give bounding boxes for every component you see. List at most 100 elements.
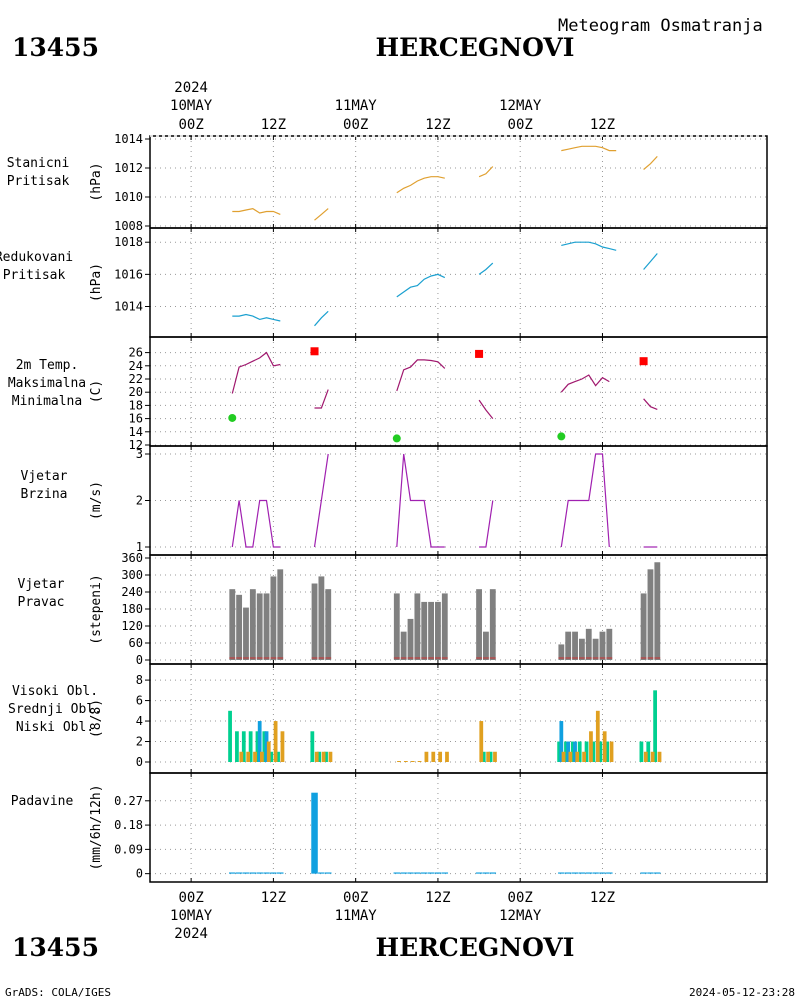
data-bar xyxy=(654,562,661,660)
cloud-bar xyxy=(557,741,562,762)
cloud-bar xyxy=(598,741,603,762)
cloud-bar xyxy=(591,741,596,762)
cloud-bar xyxy=(321,751,326,762)
cloud-bar xyxy=(314,751,319,762)
panel-frame xyxy=(149,554,768,665)
bottom-hour-label: 12Z xyxy=(425,890,450,906)
cloud-bar xyxy=(257,721,262,762)
cloud-bar xyxy=(589,731,593,762)
panel-frame xyxy=(149,445,768,556)
cloud-bar xyxy=(602,731,607,762)
y-axis-label: (stepeni) xyxy=(89,574,104,644)
y-axis-label: (8/8) xyxy=(89,699,104,738)
y-tick-label: 3 xyxy=(136,447,143,461)
cloud-bar xyxy=(253,751,257,762)
cloud-bar xyxy=(269,751,274,762)
footer-station-id: 13455 xyxy=(12,933,99,962)
data-bar xyxy=(483,631,489,660)
y-tick-label: 1016 xyxy=(114,267,143,281)
y-axis-label: (hPa) xyxy=(89,162,104,201)
y-tick-label: 1014 xyxy=(114,132,143,146)
panel-wind_speed: 1 2 3 (m/s) Vjetar Brzina xyxy=(21,445,768,556)
y-tick-label: 6 xyxy=(136,694,143,708)
y-tick-label: 180 xyxy=(121,602,143,616)
cloud-bar xyxy=(266,741,271,762)
panel-frame xyxy=(149,135,768,229)
cloud-bar xyxy=(488,751,493,762)
data-bar xyxy=(578,638,585,660)
series-line-segment xyxy=(478,262,494,275)
panel-label-line: Visoki Obl. xyxy=(12,684,98,699)
cloud-bar xyxy=(403,761,408,762)
data-bar xyxy=(606,872,613,874)
panel-label-line: Pritisak xyxy=(7,174,70,189)
panel-label-line: Pritisak xyxy=(3,268,66,283)
cloud-bar xyxy=(248,731,253,762)
cloud-bar xyxy=(438,751,443,762)
panel-frame xyxy=(149,227,768,338)
series-line-segment xyxy=(231,499,281,548)
cloud-bar xyxy=(584,741,589,762)
data-bar xyxy=(414,593,421,660)
data-bar xyxy=(235,872,243,874)
y-tick-label: 60 xyxy=(129,636,143,650)
min-temp-marker xyxy=(557,432,566,441)
data-bar xyxy=(393,872,401,874)
data-bar xyxy=(585,872,593,874)
series-line-segment xyxy=(396,359,446,392)
series-line-segment xyxy=(643,253,658,270)
top-hour-label: 00Z xyxy=(178,117,203,133)
y-axis-label: (C) xyxy=(89,380,104,403)
data-bar xyxy=(441,593,448,660)
meteogram-label: Meteogram Osmatranja xyxy=(558,16,763,36)
panel-label-line: Padavine xyxy=(11,794,74,809)
y-tick-label: 240 xyxy=(121,585,143,599)
data-bar xyxy=(599,872,606,874)
data-bar xyxy=(647,872,654,874)
panel-wind_direction: 0 60 120 180 240 300 360 (stepeni) Vjetar Pravac xyxy=(18,551,768,667)
data-bar xyxy=(236,594,243,660)
data-bar xyxy=(270,872,277,874)
y-tick-label: 120 xyxy=(121,619,143,633)
series-line-segment xyxy=(396,176,445,194)
series-line-segment xyxy=(643,398,658,410)
series-line-segment xyxy=(560,374,610,393)
y-tick-label: 24 xyxy=(129,359,143,373)
data-bar xyxy=(256,593,263,660)
cloud-bar xyxy=(650,751,655,762)
data-bar xyxy=(489,589,496,660)
series-line-segment xyxy=(232,313,281,322)
cloud-bar xyxy=(493,751,497,762)
panel-label-line: 2m Temp. xyxy=(16,358,79,373)
cloud-bar xyxy=(241,731,246,762)
panel-label-line: Srednji Obl. xyxy=(8,702,102,717)
y-tick-label: 12 xyxy=(129,438,143,452)
cloud-bar xyxy=(255,731,260,762)
cloud-bar xyxy=(431,751,436,762)
series-line-segment xyxy=(560,453,610,548)
panel-label-line: Vjetar xyxy=(21,469,68,484)
y-tick-label: 18 xyxy=(129,398,143,412)
cloud-bar xyxy=(575,751,580,762)
cloud-bar xyxy=(417,761,422,762)
min-temp-marker xyxy=(228,413,237,422)
cloud-bar xyxy=(486,751,491,762)
header-station-name: HERCEGNOVI xyxy=(375,33,574,62)
bottom-time-axis: 00Z 12Z 00Z 12Z 00Z 12Z 10MAY 2024 11MAY 12MAY xyxy=(170,890,615,942)
cloud-bar xyxy=(310,731,315,762)
cloud-bar xyxy=(324,751,328,762)
data-bar xyxy=(565,631,572,660)
data-bar xyxy=(572,631,578,660)
data-bar xyxy=(654,872,661,874)
panel-station_pressure: 1008 1010 1012 1014 (hPa) Stanicni Pritisak xyxy=(7,132,768,233)
bottom-date-label: 11MAY xyxy=(335,908,378,924)
series-line-segment xyxy=(396,273,446,298)
cloud-bar xyxy=(559,721,564,762)
cloud-bar xyxy=(260,751,264,762)
cloud-bar xyxy=(246,751,251,762)
panel-reduced_pressure: 1014 1016 1018 (hPa) Redukovani Pritisak xyxy=(0,227,768,338)
y-tick-label: 22 xyxy=(129,372,143,386)
cloud-bar xyxy=(235,731,239,762)
series-line-segment xyxy=(396,453,445,548)
